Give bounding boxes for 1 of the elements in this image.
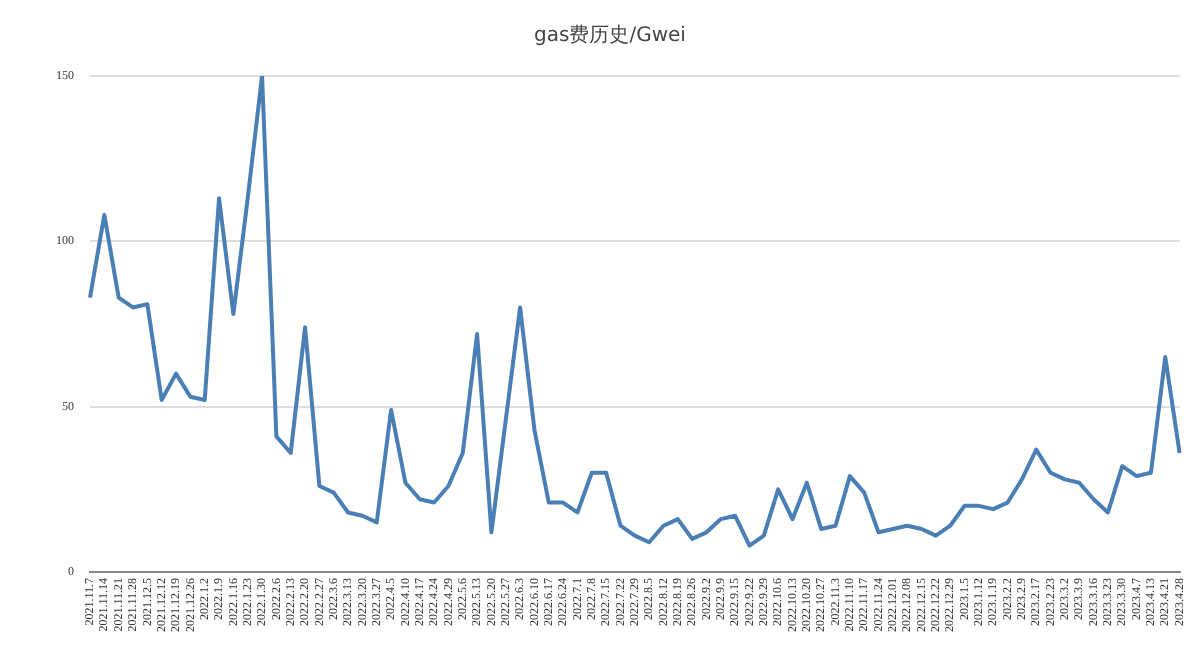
chart-title: gas费历史/Gwei bbox=[534, 23, 686, 48]
